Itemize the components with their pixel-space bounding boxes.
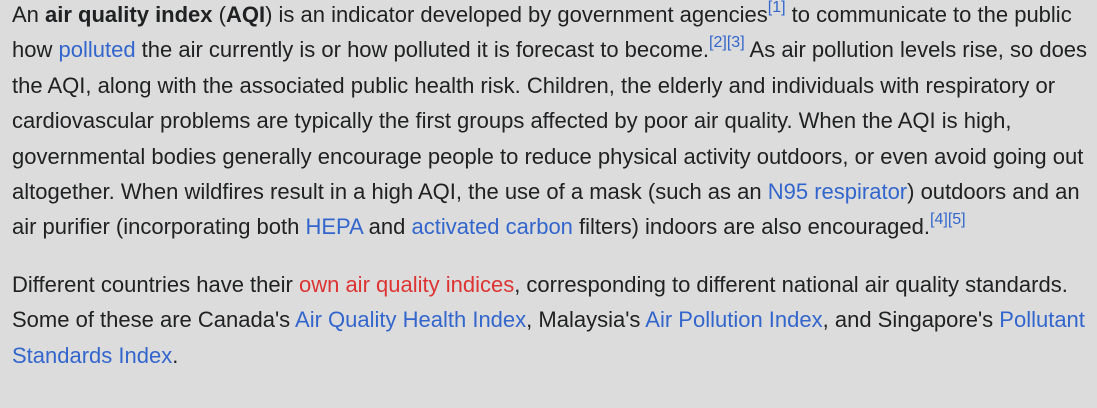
text-segment: As air pollution levels rise, so does th… <box>12 37 1088 205</box>
text-segment: , and Singapore's <box>822 307 1000 333</box>
link-activated-carbon[interactable]: activated carbon <box>411 214 573 240</box>
link-polluted[interactable]: polluted <box>58 37 136 63</box>
redlink-own-air-quality-indices[interactable]: own air quality indices <box>298 271 515 297</box>
text-segment: and <box>362 214 412 240</box>
reference-1: [1] <box>768 0 786 16</box>
link-hepa[interactable]: HEPA <box>305 214 363 240</box>
text-segment: ) outdoors and an air purifier (incorpor… <box>12 179 1080 240</box>
text-segment: to communicate to the public how <box>12 2 1072 63</box>
link-air-quality-health-index[interactable]: Air Quality Health Index <box>295 307 527 333</box>
reference-link-3[interactable]: [3] <box>726 34 745 52</box>
reference-link-2[interactable]: [2] <box>709 34 727 52</box>
bold-term: air quality index <box>45 2 213 27</box>
text-segment: , Malaysia's <box>526 307 646 333</box>
text-segment: the air currently is or how polluted it … <box>135 37 710 63</box>
reference-link-5[interactable]: [5] <box>947 211 966 229</box>
reference-link-1[interactable]: [1] <box>767 0 786 16</box>
link-pollutant-standards-index[interactable]: Pollutant Standards Index <box>12 307 1085 368</box>
text-segment: ( <box>212 2 226 27</box>
bold-abbreviation: AQI <box>225 2 266 27</box>
reference-link-4[interactable]: [4] <box>930 211 948 229</box>
text-segment: Different countries have their <box>12 271 299 297</box>
text-segment: An <box>12 2 46 27</box>
reference-4-5: [4][5] <box>930 211 966 228</box>
text-segment: . <box>172 342 179 368</box>
article-body: An air quality index (AQI) is an indicat… <box>12 0 1089 373</box>
intro-paragraph: An air quality index (AQI) is an indicat… <box>12 0 1089 245</box>
text-segment: filters) indoors are also encouraged. <box>572 214 931 240</box>
reference-2-3: [2][3] <box>709 34 745 51</box>
text-segment: ) is an indicator developed by governmen… <box>265 2 768 27</box>
countries-paragraph: Different countries have their own air q… <box>12 267 1089 373</box>
text-segment: , corresponding to different national ai… <box>12 271 1068 333</box>
link-n95-respirator[interactable]: N95 respirator <box>767 179 908 205</box>
link-air-pollution-index[interactable]: Air Pollution Index <box>645 307 823 333</box>
